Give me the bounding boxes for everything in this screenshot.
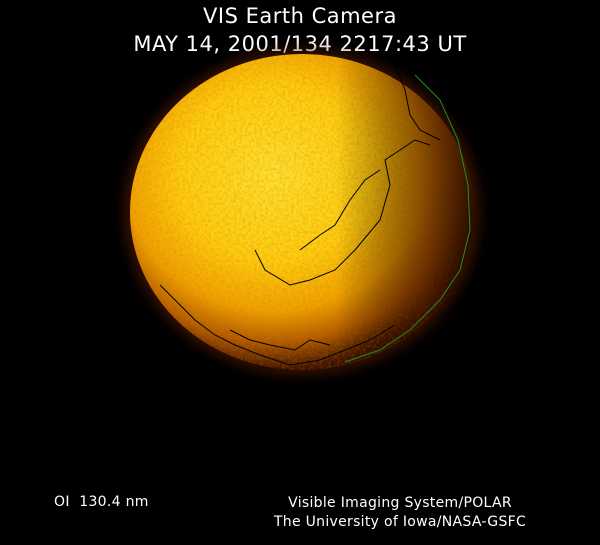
terminator-line [344, 74, 471, 363]
earth-terminator-shade [130, 54, 474, 370]
instrument-label: Visible Imaging System/POLAR [288, 495, 512, 511]
coastline-lines [159, 59, 441, 366]
institution-label: The University of Iowa/NASA-GSFC [273, 514, 527, 530]
image-title: VIS Earth Camera [203, 4, 397, 28]
credits: Visible Imaging System/POLAR The Univers… [255, 494, 545, 532]
wavelength-band-label: OI 130.4 nm [54, 494, 149, 510]
